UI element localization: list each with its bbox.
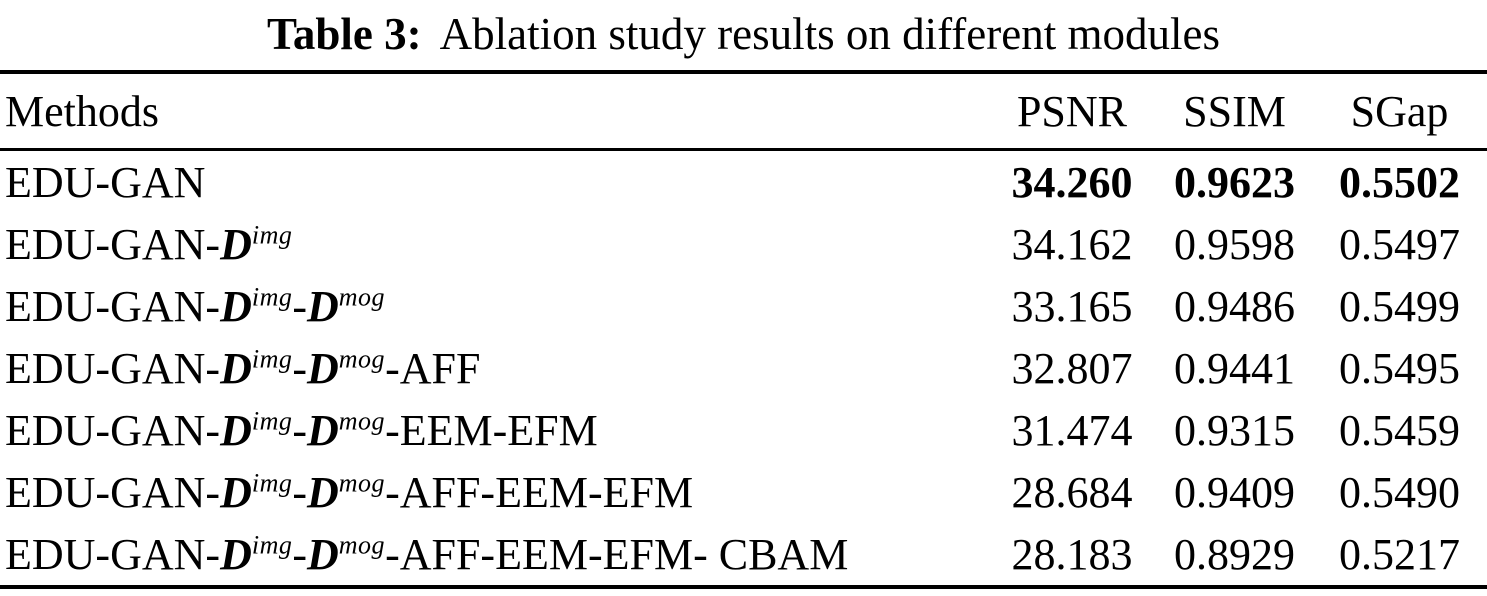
method-cell: EDU-GAN-Dimg-Dmog-EEM-EFM <box>0 399 987 461</box>
column-header-sgap: SGap <box>1312 72 1487 151</box>
sgap-cell: 0.5502 <box>1339 157 1460 207</box>
method-text: D <box>307 467 339 517</box>
method-text: -AFF <box>385 343 481 393</box>
table-row: EDU-GAN-Dimg-Dmog-AFF 32.807 0.9441 0.5495 <box>0 337 1487 399</box>
method-text: - <box>292 405 307 455</box>
method-text: EDU-GAN- <box>5 529 221 579</box>
method-superscript: img <box>251 467 293 497</box>
method-text: - <box>292 529 307 579</box>
method-text: D <box>220 343 252 393</box>
header-row: Methods PSNR SSIM SGap <box>0 72 1487 151</box>
method-text: -AFF-EEM-EFM <box>385 467 694 517</box>
sgap-cell: 0.5217 <box>1339 529 1460 579</box>
method-text: EDU-GAN <box>5 157 206 207</box>
method-cell: EDU-GAN-Dimg-Dmog <box>0 275 987 337</box>
method-cell: EDU-GAN-Dimg-Dmog-AFF-EEM-EFM- CBAM <box>0 523 987 587</box>
table-row: EDU-GAN 34.260 0.9623 0.5502 <box>0 150 1487 214</box>
method-cell: EDU-GAN-Dimg-Dmog-AFF-EEM-EFM <box>0 461 987 523</box>
ssim-cell: 0.8929 <box>1174 529 1295 579</box>
column-header-methods: Methods <box>0 72 987 151</box>
psnr-cell: 28.183 <box>1011 529 1133 579</box>
method-text: -AFF-EEM-EFM- CBAM <box>385 529 849 579</box>
method-text: -EEM-EFM <box>385 405 598 455</box>
method-text: D <box>220 529 252 579</box>
method-text: D <box>220 405 252 455</box>
psnr-cell: 32.807 <box>1011 343 1133 393</box>
table-caption-label: Table 3: <box>267 9 422 59</box>
method-text: EDU-GAN- <box>5 467 221 517</box>
sgap-cell: 0.5497 <box>1339 219 1460 269</box>
ssim-cell: 0.9598 <box>1174 219 1295 269</box>
table-row: EDU-GAN-Dimg-Dmog-EEM-EFM 31.474 0.9315 0.5… <box>0 399 1487 461</box>
column-header-psnr: PSNR <box>987 72 1157 151</box>
column-header-ssim: SSIM <box>1157 72 1312 151</box>
method-text: D <box>307 529 339 579</box>
method-text: - <box>292 281 307 331</box>
ablation-results-table: Methods PSNR SSIM SGap EDU-GAN 34.260 0.96… <box>0 70 1487 589</box>
ssim-cell: 0.9441 <box>1174 343 1295 393</box>
method-text: D <box>307 405 339 455</box>
method-cell: EDU-GAN-Dimg <box>0 213 987 275</box>
table-body: EDU-GAN 34.260 0.9623 0.5502 EDU-GAN-Dimg 34.… <box>0 150 1487 588</box>
table-caption-text: Ablation study results on different modu… <box>439 9 1220 59</box>
psnr-cell: 28.684 <box>1011 467 1133 517</box>
psnr-cell: 34.162 <box>1011 219 1133 269</box>
method-text: EDU-GAN- <box>5 405 221 455</box>
sgap-cell: 0.5459 <box>1339 405 1460 455</box>
method-text: EDU-GAN- <box>5 281 221 331</box>
method-cell: EDU-GAN-Dimg-Dmog-AFF <box>0 337 987 399</box>
method-superscript: img <box>251 529 293 559</box>
method-text: - <box>292 343 307 393</box>
method-superscript: img <box>251 405 293 435</box>
method-superscript: img <box>251 219 293 249</box>
method-text: D <box>220 281 252 331</box>
psnr-cell: 34.260 <box>1011 157 1133 207</box>
method-superscript: img <box>251 281 293 311</box>
table-header: Methods PSNR SSIM SGap <box>0 72 1487 151</box>
method-superscript: mog <box>338 405 386 435</box>
method-superscript: mog <box>338 529 386 559</box>
ssim-cell: 0.9315 <box>1174 405 1295 455</box>
method-superscript: mog <box>338 467 386 497</box>
method-text: D <box>220 219 252 269</box>
method-text: EDU-GAN- <box>5 343 221 393</box>
table-row: EDU-GAN-Dimg-Dmog-AFF-EEM-EFM 28.684 0.940… <box>0 461 1487 523</box>
ssim-cell: 0.9623 <box>1174 157 1295 207</box>
method-text: D <box>307 281 339 331</box>
psnr-cell: 31.474 <box>1011 405 1133 455</box>
table-caption: Table 3: Ablation study results on differ… <box>0 0 1487 66</box>
table-row: EDU-GAN-Dimg-Dmog 33.165 0.9486 0.5499 <box>0 275 1487 337</box>
sgap-cell: 0.5490 <box>1339 467 1460 517</box>
table-row: EDU-GAN-Dimg-Dmog-AFF-EEM-EFM- CBAM 28.18… <box>0 523 1487 587</box>
ssim-cell: 0.9486 <box>1174 281 1295 331</box>
method-cell: EDU-GAN <box>0 150 987 214</box>
table-row: EDU-GAN-Dimg 34.162 0.9598 0.5497 <box>0 213 1487 275</box>
method-superscript: img <box>251 343 293 373</box>
ssim-cell: 0.9409 <box>1174 467 1295 517</box>
method-superscript: mog <box>338 343 386 373</box>
method-text: D <box>220 467 252 517</box>
psnr-cell: 33.165 <box>1011 281 1133 331</box>
method-text: D <box>307 343 339 393</box>
method-text: EDU-GAN- <box>5 219 221 269</box>
sgap-cell: 0.5499 <box>1339 281 1460 331</box>
sgap-cell: 0.5495 <box>1339 343 1460 393</box>
method-text: - <box>292 467 307 517</box>
method-superscript: mog <box>338 281 386 311</box>
